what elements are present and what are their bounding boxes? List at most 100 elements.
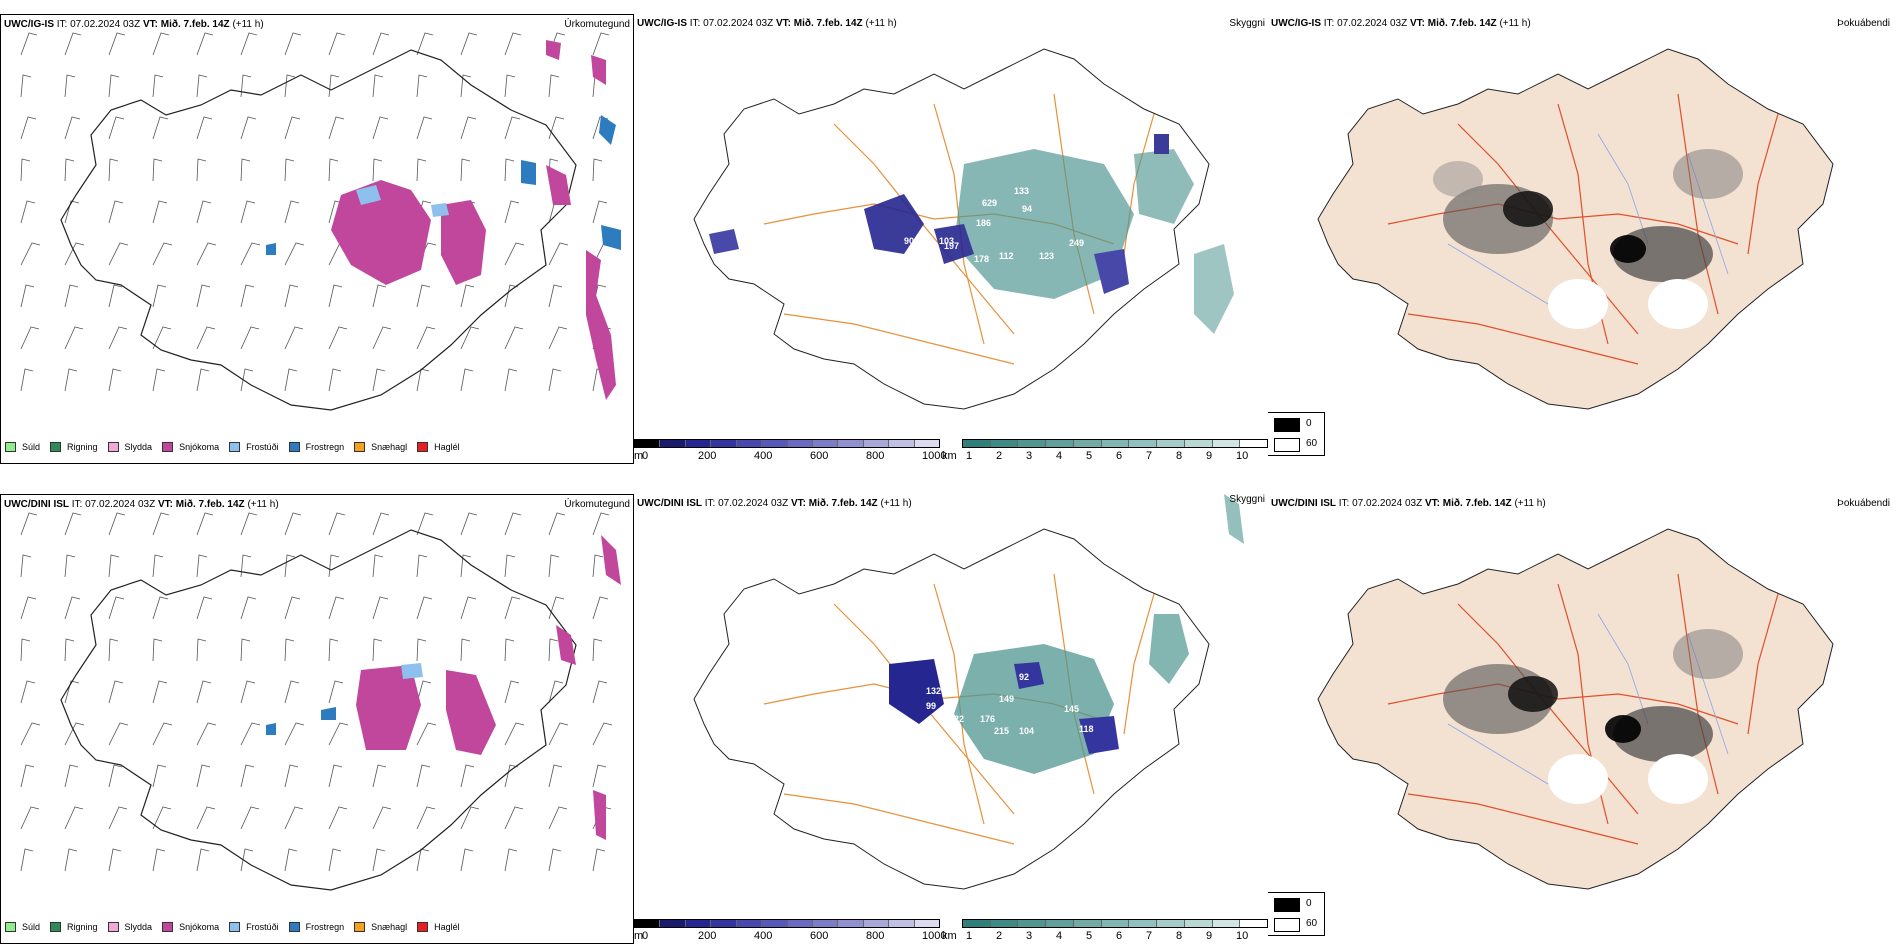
legend-label: Slydda bbox=[124, 442, 153, 452]
panel-title: Þokuábendi bbox=[1837, 498, 1890, 509]
colorbar-segment-2 bbox=[685, 440, 712, 447]
cloudbase-label: 178 bbox=[974, 254, 989, 264]
cloudbase-label: 215 bbox=[994, 726, 1009, 736]
colorbar-tick: 400 bbox=[754, 930, 773, 942]
legend-item-4: Frostúði bbox=[229, 442, 279, 452]
colorbar-segment-5 bbox=[1101, 920, 1130, 927]
colorbar-segment-7 bbox=[1157, 920, 1185, 927]
colorbar-tick: 1 bbox=[966, 450, 973, 462]
cloudbase-label: 123 bbox=[1039, 251, 1054, 261]
legend-item-1: Rigning bbox=[50, 442, 98, 452]
cloudbase-label: 186 bbox=[976, 218, 991, 228]
legend-item-5: Frostregn bbox=[288, 442, 344, 452]
colorbar-segment-3 bbox=[711, 440, 737, 447]
colorbar-segment-7 bbox=[1157, 440, 1185, 447]
legend-label: Súld bbox=[22, 922, 41, 932]
colorbar-tick: 3 bbox=[1026, 450, 1033, 462]
colorbar-tick: 10 bbox=[1236, 450, 1249, 462]
cloudbase-label: 118 bbox=[1079, 724, 1094, 734]
cloudbase-colorbar bbox=[634, 439, 940, 448]
cloudbase-colorbar bbox=[634, 919, 940, 928]
colorbar-tick: 8 bbox=[1176, 930, 1183, 942]
fog-shading bbox=[1433, 149, 1743, 329]
legend-label: Haglél bbox=[434, 922, 460, 932]
colorbar-segment-7 bbox=[812, 920, 839, 927]
legend-swatch bbox=[288, 442, 300, 452]
cloudbase-label: 112 bbox=[999, 251, 1014, 261]
precip-type-map-bottom bbox=[20, 512, 621, 891]
colorbar-segment-2 bbox=[1018, 440, 1047, 447]
colorbar-segment-9 bbox=[1212, 440, 1241, 447]
colorbar-segment-8 bbox=[1184, 920, 1213, 927]
cloudbase-label: 508 bbox=[1114, 174, 1129, 184]
legend-item-1: Rigning bbox=[50, 922, 98, 932]
colorbar-tick: 9 bbox=[1206, 930, 1213, 942]
cloudbase-label: 149 bbox=[999, 694, 1014, 704]
colorbar-tick: 6 bbox=[1116, 930, 1123, 942]
legend-swatch bbox=[417, 442, 429, 452]
colorbar-segment-8 bbox=[838, 440, 864, 447]
precip-type-panel-bottom: UWC/DINI ISL IT: 07.02.2024 03Z VT: Mið.… bbox=[0, 494, 634, 944]
visibility-panel-top: 80 55 629 133 94 186 90 103 197 178 112 123 249 508 U… bbox=[634, 14, 1268, 464]
legend-item-6: Snæhagl bbox=[354, 922, 407, 932]
cloudbase-unit: m bbox=[634, 930, 644, 942]
colorbar-tick: 9 bbox=[1206, 450, 1213, 462]
legend-swatch bbox=[162, 442, 174, 452]
colorbar-segment-3 bbox=[1046, 440, 1074, 447]
legend-label: Snæhagl bbox=[371, 922, 408, 932]
legend-item-0: Súld bbox=[5, 922, 40, 932]
model-name: UWC/IG-IS bbox=[4, 19, 54, 30]
legend-item-7: Haglél bbox=[417, 922, 460, 932]
precip-legend: Súld Rigning Slydda Snjókoma Frostúði Frostre… bbox=[5, 442, 460, 452]
colorbar-segment-1 bbox=[660, 440, 686, 447]
legend-item-0: Súld bbox=[5, 442, 40, 452]
visibility-colorbar bbox=[962, 919, 1268, 928]
panel-title: Þokuábendi bbox=[1837, 18, 1890, 29]
precip-type-map-top bbox=[20, 32, 621, 411]
colorbar-segment-10 bbox=[889, 440, 915, 447]
colorbar-tick: 4 bbox=[1056, 450, 1063, 462]
cloudbase-label: 122 bbox=[949, 714, 964, 724]
colorbar-tick: 7 bbox=[1146, 450, 1153, 462]
cloudbase-unit: m bbox=[634, 450, 644, 462]
legend-swatch bbox=[229, 922, 241, 932]
colorbar-tick: 800 bbox=[866, 930, 885, 942]
colorbar-segment-0 bbox=[963, 440, 991, 447]
cloudbase-label: 133 bbox=[1014, 186, 1029, 196]
colorbar-segment-1 bbox=[660, 920, 686, 927]
legend-item-3: Snjókoma bbox=[162, 442, 219, 452]
legend-swatch bbox=[288, 922, 300, 932]
legend-item-3: Snjókoma bbox=[162, 922, 219, 932]
legend-label: Frostúði bbox=[246, 922, 279, 932]
legend-swatch bbox=[50, 922, 62, 932]
colorbar-segment-4 bbox=[1073, 920, 1102, 927]
legend-item-2: Slydda bbox=[107, 442, 153, 452]
visibility-colorbar bbox=[962, 439, 1268, 448]
fog-map-bottom bbox=[1317, 528, 1834, 890]
legend-swatch bbox=[107, 442, 119, 452]
legend-swatch bbox=[417, 922, 429, 932]
legend-item-2: Slydda bbox=[107, 922, 153, 932]
colorbar-tick: 200 bbox=[698, 450, 717, 462]
legend-label: Snjókoma bbox=[179, 442, 220, 452]
colorbar-tick: 800 bbox=[866, 450, 885, 462]
fog-legend: 0 60 bbox=[1268, 892, 1325, 936]
fog-panel-bottom: UWC/DINI ISL IT: 07.02.2024 03Z VT: Mið.… bbox=[1268, 494, 1900, 944]
colorbar-tick: 2 bbox=[996, 930, 1003, 942]
colorbar-tick: 3 bbox=[1026, 930, 1033, 942]
colorbar-segment-8 bbox=[838, 920, 864, 927]
cloudbase-label: 94 bbox=[1022, 204, 1032, 214]
panel-title: Skyggni bbox=[1229, 494, 1265, 505]
legend-swatch bbox=[229, 442, 241, 452]
colorbar-tick: 600 bbox=[810, 450, 829, 462]
colorbar-tick: 1000 bbox=[922, 450, 947, 462]
legend-label: Slydda bbox=[124, 922, 153, 932]
cloudbase-label: 104 bbox=[1019, 726, 1034, 736]
fog-shading bbox=[1443, 629, 1743, 804]
colorbar-segment-6 bbox=[1129, 440, 1158, 447]
cloudbase-label: 90 bbox=[904, 236, 914, 246]
legend-swatch bbox=[162, 922, 174, 932]
colorbar-segment-0 bbox=[635, 440, 661, 447]
colorbar-segment-0 bbox=[635, 920, 661, 927]
